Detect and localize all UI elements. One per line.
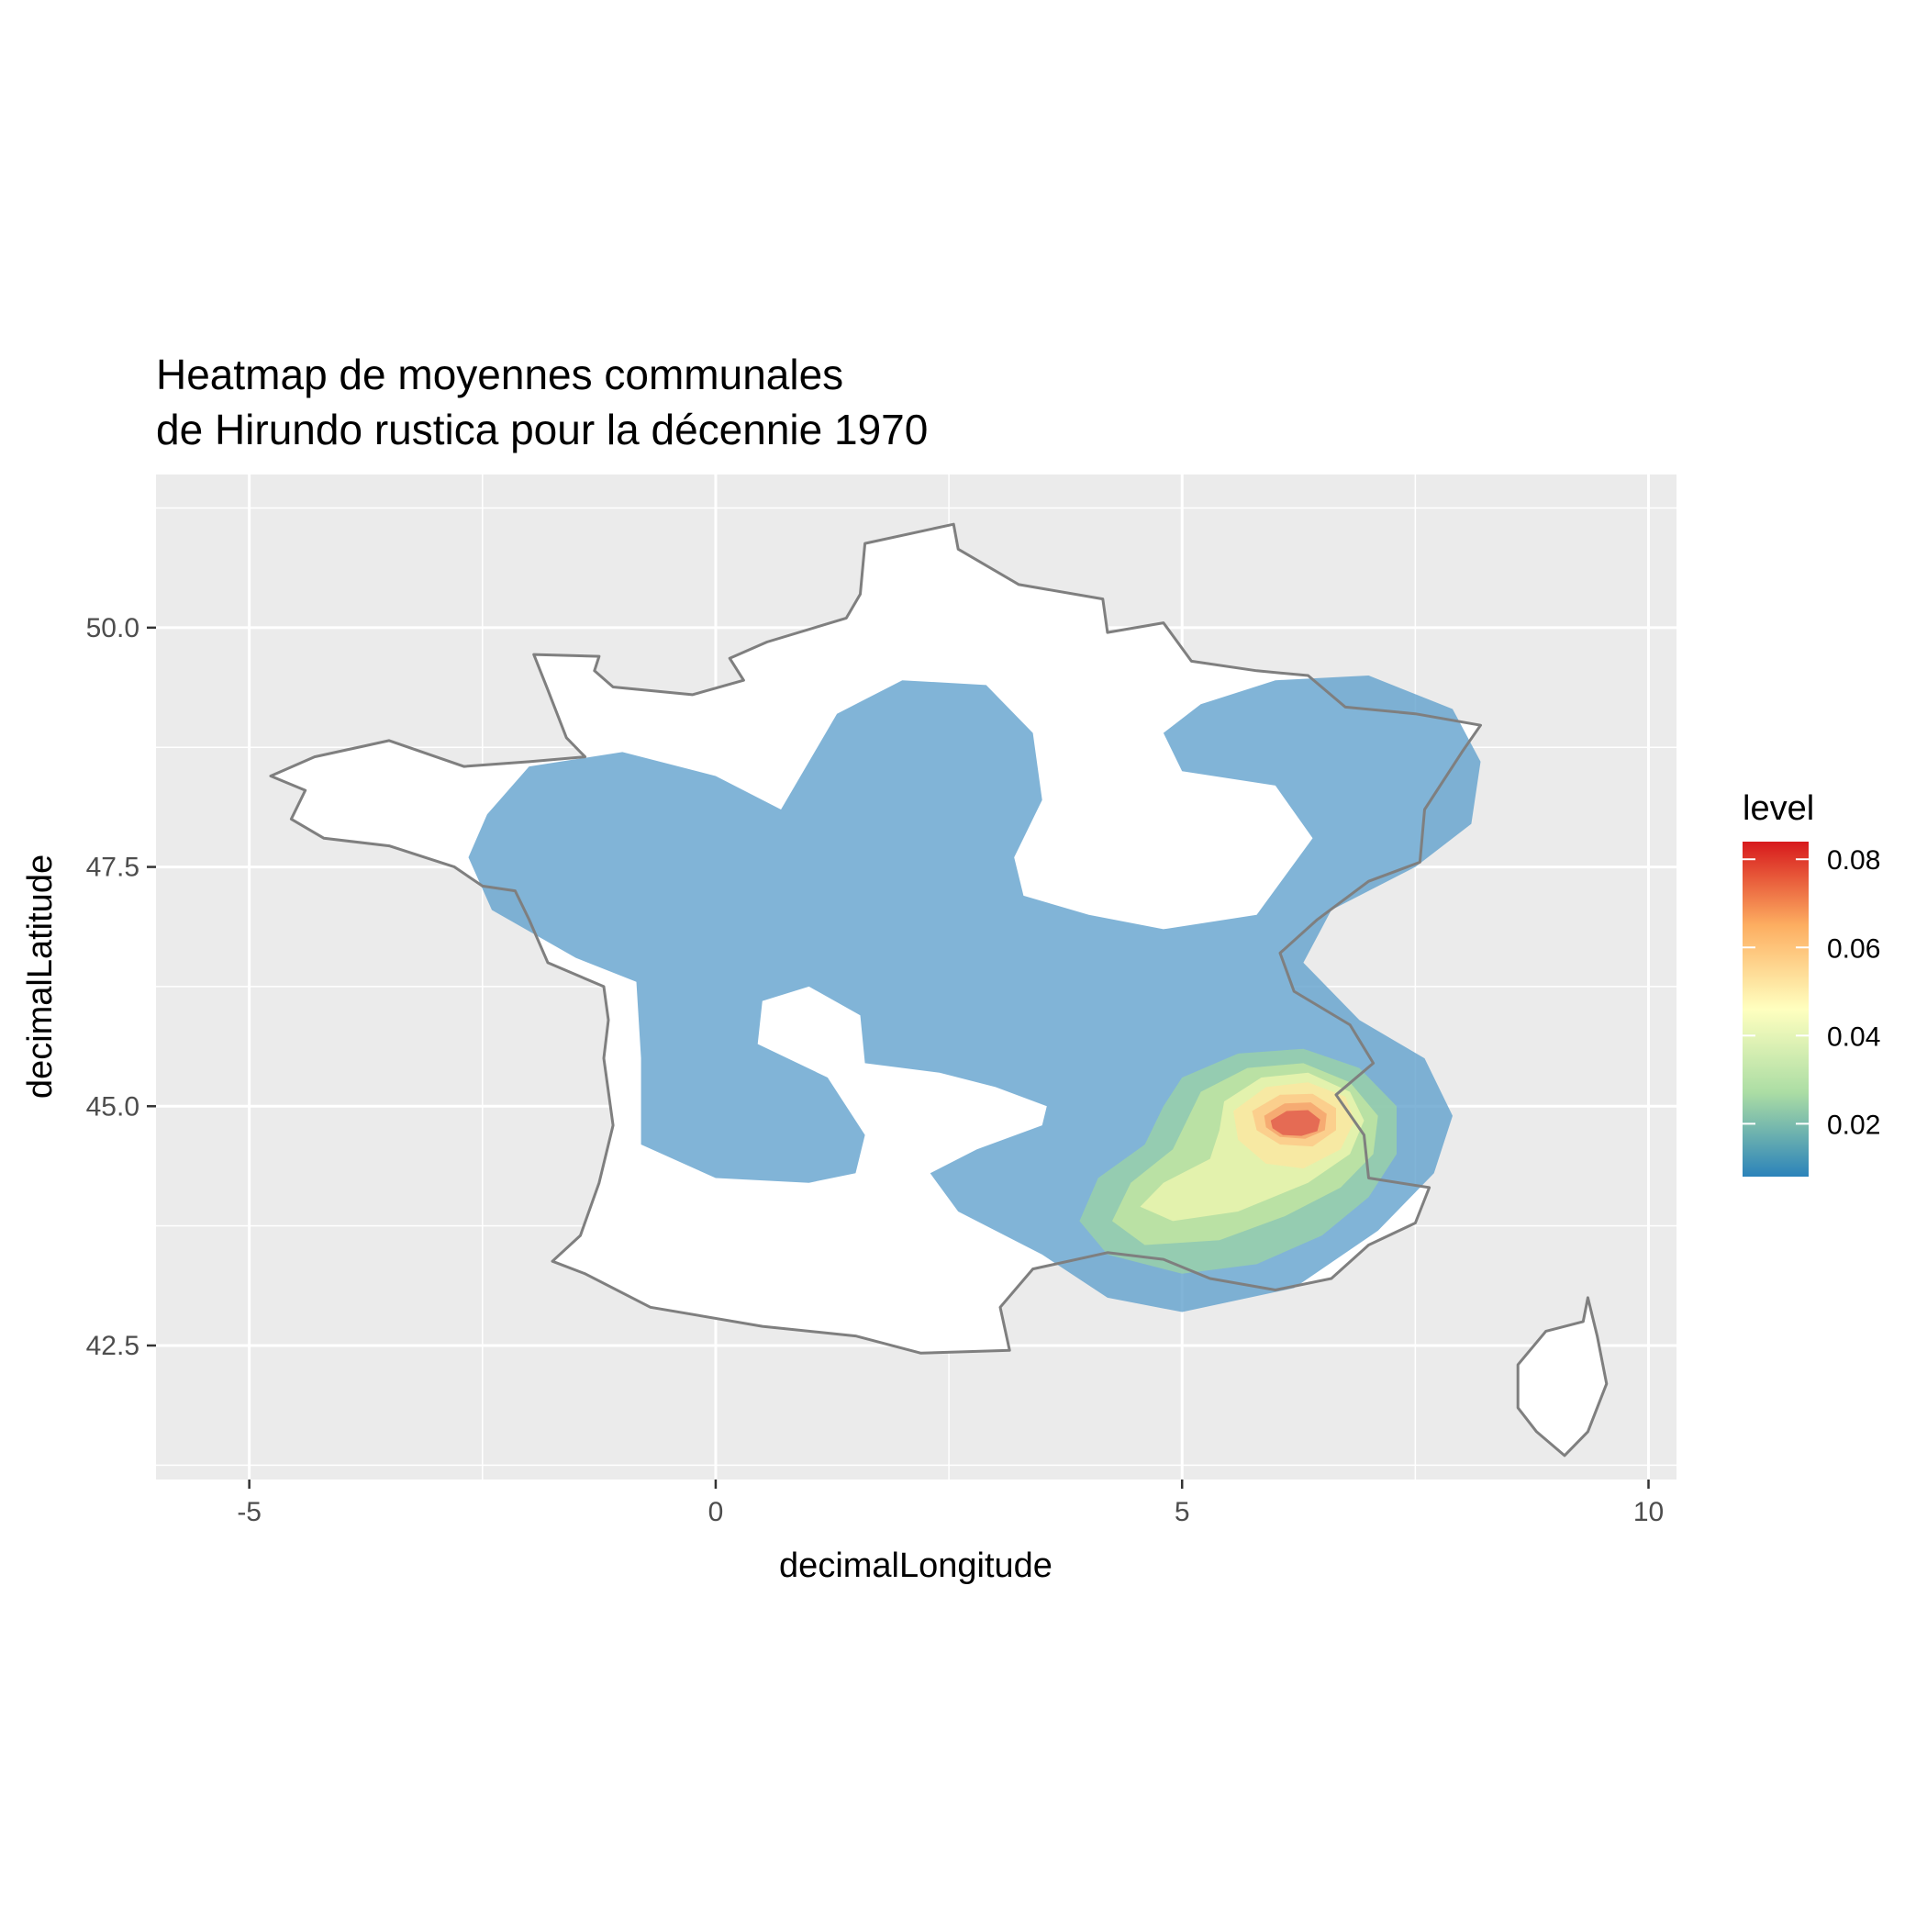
legend: level 0.02 0.04 0.06 0.08 bbox=[1743, 789, 1880, 1177]
y-tick-label: 47.5 bbox=[86, 853, 139, 883]
x-tick-label: 10 bbox=[1633, 1497, 1664, 1527]
legend-colorbar bbox=[1743, 842, 1809, 1177]
chart-title-line-2: de Hirundo rustica pour la décennie 1970 bbox=[156, 406, 928, 453]
y-tick-label: 45.0 bbox=[86, 1091, 139, 1122]
legend-ticks: 0.02 0.04 0.06 0.08 bbox=[1743, 845, 1880, 1140]
legend-label: 0.04 bbox=[1827, 1022, 1880, 1052]
country-border bbox=[269, 522, 1482, 1355]
y-axis: 42.5 45.0 47.5 50.0 bbox=[86, 613, 156, 1361]
land-region bbox=[1518, 1297, 1607, 1456]
x-tick-label: 0 bbox=[708, 1497, 724, 1527]
x-axis: -5 0 5 10 bbox=[237, 1480, 1664, 1527]
chart-title-line-1: Heatmap de moyennes communales bbox=[156, 351, 843, 398]
legend-title: level bbox=[1743, 789, 1814, 828]
x-tick-label: 5 bbox=[1175, 1497, 1190, 1527]
y-tick-label: 50.0 bbox=[86, 613, 139, 643]
legend-label: 0.02 bbox=[1827, 1110, 1880, 1140]
y-axis-title: decimalLatitude bbox=[21, 854, 60, 1099]
y-tick-label: 42.5 bbox=[86, 1331, 139, 1361]
x-axis-title: decimalLongitude bbox=[779, 1547, 1053, 1585]
x-tick-label: -5 bbox=[237, 1497, 262, 1527]
land-layer bbox=[269, 522, 1609, 1457]
density-layer bbox=[468, 676, 1481, 1312]
density-contour bbox=[1270, 1110, 1320, 1136]
legend-label: 0.06 bbox=[1827, 933, 1880, 964]
legend-label: 0.08 bbox=[1827, 845, 1880, 876]
country-border bbox=[1516, 1296, 1609, 1457]
